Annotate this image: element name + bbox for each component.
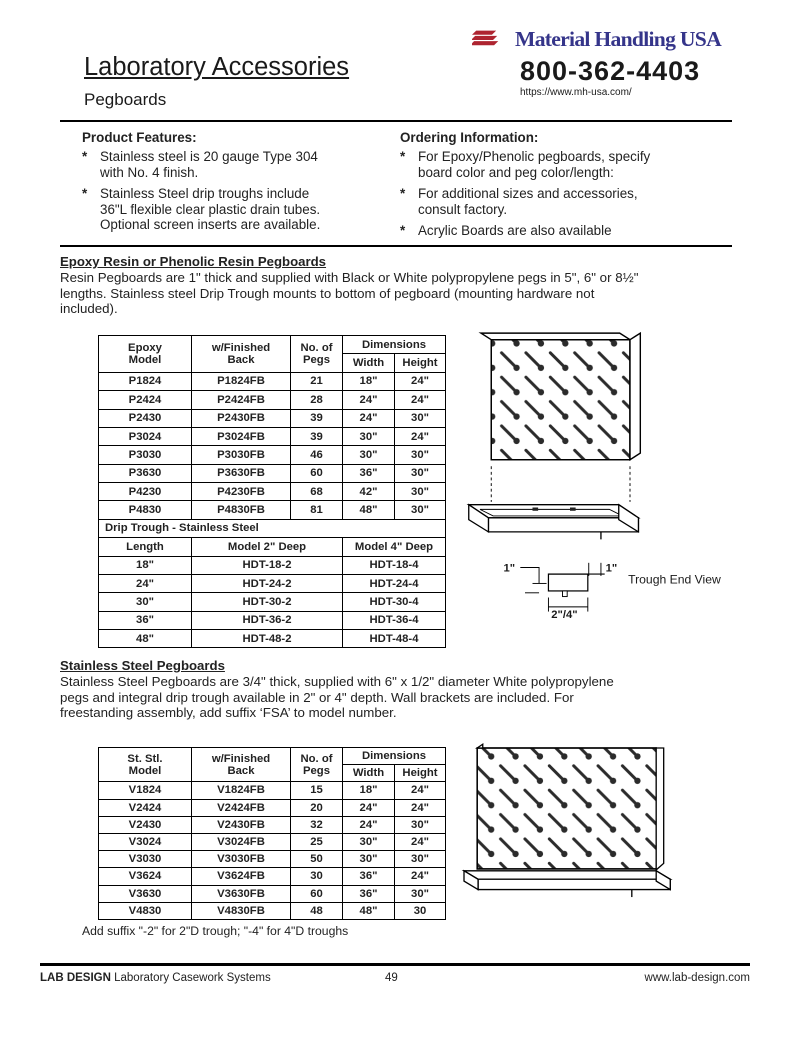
- svg-text:2"/4": 2"/4": [551, 609, 577, 621]
- svg-text:1": 1": [606, 562, 618, 574]
- svg-text:1": 1": [503, 562, 515, 574]
- svg-text:Trough End View: Trough End View: [628, 572, 721, 586]
